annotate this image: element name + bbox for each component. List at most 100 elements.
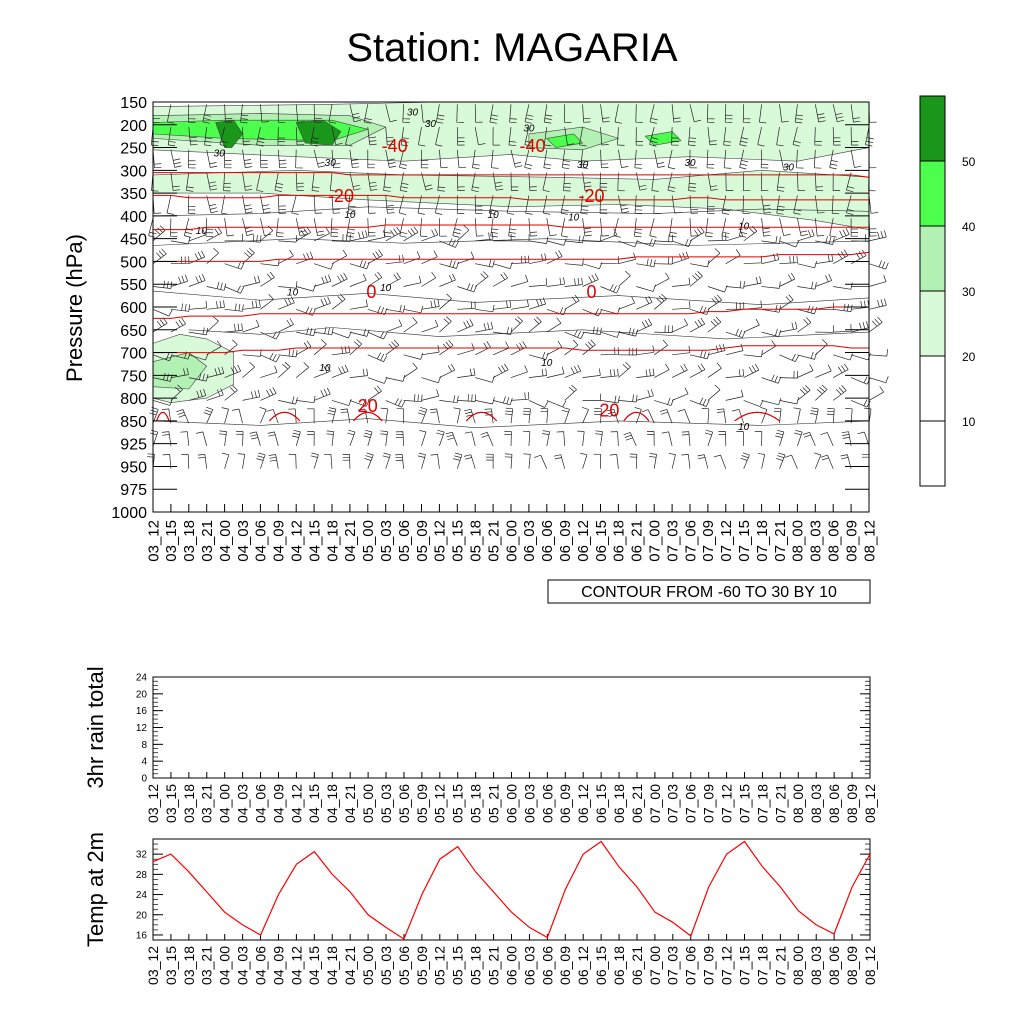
- wind-barb: [776, 172, 785, 192]
- x-tick-label: 04_21: [342, 946, 358, 985]
- wind-barb: [868, 376, 889, 384]
- wind-barb: [600, 395, 620, 404]
- wind-barb: [345, 127, 353, 147]
- wind-barb: [743, 400, 764, 407]
- wind-barb: [649, 453, 657, 469]
- wind-barb: [295, 362, 309, 378]
- wind-barb: [528, 253, 547, 265]
- wind-barb: [313, 364, 331, 378]
- wind-barb: [187, 195, 196, 214]
- wind-barb: [707, 172, 718, 191]
- x-tick-label: 04_03: [235, 784, 251, 823]
- wind-barb: [868, 260, 889, 270]
- x-tick-label: 06_21: [629, 520, 646, 562]
- wind-barb: [367, 352, 388, 363]
- wind-barb: [187, 104, 196, 123]
- wind-barb: [417, 195, 425, 215]
- x-tick-label: 07_09: [701, 946, 717, 985]
- wind-barb: [237, 453, 246, 469]
- humidity-contour-label: 10: [344, 210, 356, 221]
- x-tick-label: 08_12: [862, 784, 878, 823]
- x-tick-label: 08_09: [844, 946, 860, 985]
- wind-barb: [689, 363, 706, 378]
- temperature-contour-line: [153, 345, 869, 354]
- wind-barb: [510, 365, 528, 378]
- wind-barb: [528, 400, 549, 408]
- wind-barb: [296, 284, 316, 292]
- wind-barb: [385, 226, 401, 242]
- humidity-contour-label: 10: [287, 288, 299, 299]
- wind-barb: [170, 236, 191, 245]
- wind-barb: [784, 454, 798, 469]
- wind-barb: [794, 429, 803, 447]
- wind-barb: [797, 351, 818, 360]
- wind-barb: [704, 429, 714, 447]
- wind-barb: [240, 104, 249, 124]
- wind-barb: [580, 195, 589, 215]
- wind-barb: [474, 195, 483, 214]
- wind-barb: [453, 452, 463, 469]
- y-tick-label: 32: [136, 850, 148, 861]
- wind-barb: [610, 431, 619, 446]
- wind-barb: [832, 127, 841, 146]
- wind-barb: [716, 408, 727, 424]
- wind-barb: [689, 270, 703, 287]
- wind-barb: [349, 149, 360, 169]
- wind-barb: [577, 430, 585, 446]
- wind-barb: [403, 305, 424, 314]
- wind-barb: [797, 364, 814, 378]
- wind-barb: [291, 195, 299, 215]
- wind-barb: [593, 453, 601, 469]
- wind-barb: [367, 331, 388, 340]
- wind-barb: [224, 261, 245, 270]
- x-tick-label: 06_21: [629, 946, 645, 985]
- wind-barb: [528, 236, 549, 244]
- wind-barb: [313, 262, 334, 270]
- wind-barb: [313, 387, 331, 401]
- wind-barb: [761, 374, 782, 384]
- wind-barb: [307, 408, 315, 424]
- wind-barb: [868, 149, 877, 169]
- x-tick-label: 06_12: [575, 784, 591, 823]
- y-tick-label: 200: [120, 118, 147, 135]
- wind-barb: [706, 104, 715, 123]
- temperature-contour-line: [153, 172, 870, 178]
- wind-barb: [697, 454, 709, 469]
- wind-barb: [219, 430, 227, 446]
- wind-barb: [249, 431, 261, 446]
- wind-barb: [475, 304, 495, 313]
- wind-barb: [436, 429, 445, 447]
- wind-barb: [439, 395, 459, 404]
- wind-barb: [841, 431, 852, 446]
- wind-barb: [400, 127, 410, 147]
- wind-barb: [543, 149, 552, 170]
- wind-barb: [689, 226, 705, 242]
- wind-barb: [349, 172, 361, 191]
- wind-barb: [188, 228, 206, 242]
- wind-barb: [564, 384, 577, 401]
- wind-barb: [331, 398, 352, 406]
- wind-barb: [403, 317, 418, 333]
- wind-barb: [618, 296, 636, 310]
- wind-barb: [646, 431, 655, 446]
- wind-barb: [331, 345, 351, 356]
- wind-barb: [689, 397, 710, 407]
- x-tick-label: 08_09: [844, 784, 860, 823]
- wind-barb: [464, 408, 476, 424]
- wind-barb: [505, 407, 514, 424]
- wind-barb: [363, 104, 372, 124]
- wind-barb: [206, 195, 218, 214]
- wind-barb: [206, 248, 219, 264]
- wind-barb: [723, 149, 732, 169]
- y-tick-label: 650: [120, 323, 147, 340]
- y-tick-label: 800: [120, 391, 147, 408]
- wind-barb: [600, 228, 618, 242]
- wind-barb: [634, 195, 643, 215]
- wind-barb: [421, 104, 431, 123]
- wind-barb: [242, 389, 261, 401]
- wind-barb: [267, 431, 279, 446]
- temp-panel-frame: [152, 838, 871, 941]
- wind-barb: [759, 104, 767, 124]
- wind-barb: [540, 408, 549, 424]
- x-tick-label: 05_12: [432, 946, 448, 985]
